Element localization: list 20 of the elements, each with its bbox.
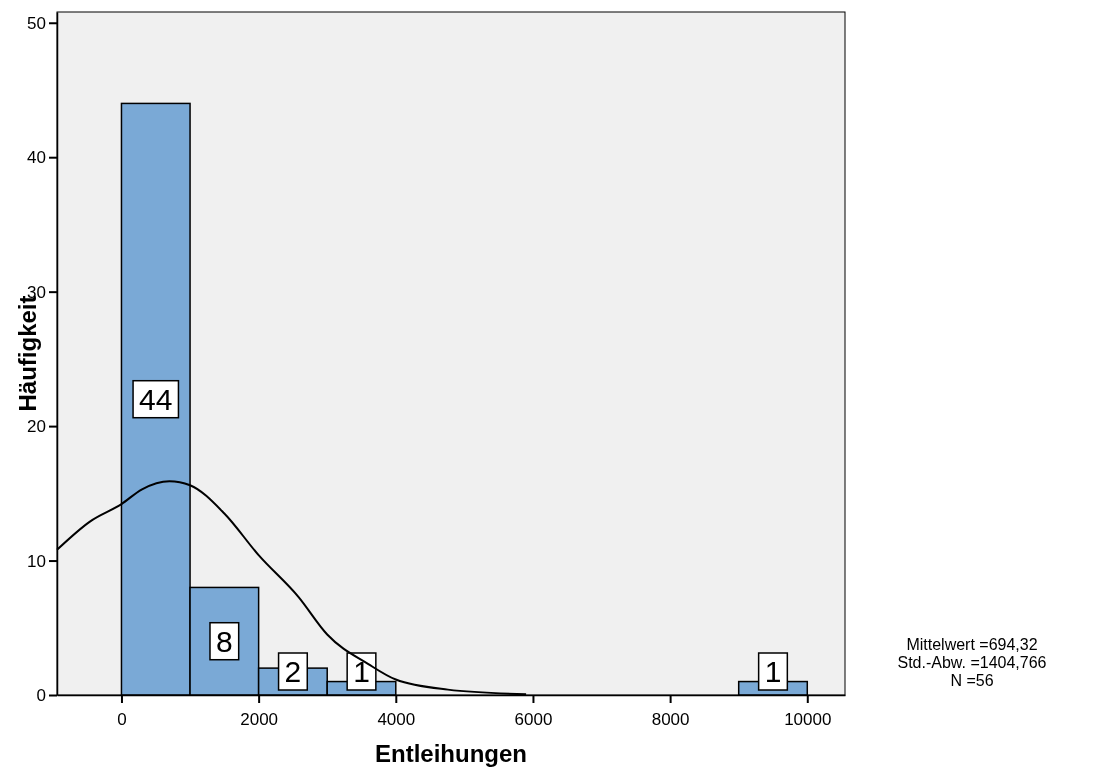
y-tick-label: 50 xyxy=(27,13,46,33)
text: N =56 xyxy=(950,672,994,689)
x-tick-label: 2000 xyxy=(240,709,279,729)
x-axis-title: Entleihungen xyxy=(375,740,527,767)
data-label: 44 xyxy=(139,382,173,416)
text: Mittelwert =694,32 xyxy=(906,636,1038,653)
data-label: 8 xyxy=(215,624,233,658)
x-tick-label: 4000 xyxy=(377,709,416,729)
y-tick-label: 0 xyxy=(36,685,46,705)
x-tick-label: 8000 xyxy=(651,709,690,729)
text: Std.-Abw. =1404,766 xyxy=(897,654,1047,671)
x-tick-label: 0 xyxy=(117,709,127,729)
data-label: 2 xyxy=(284,655,302,688)
y-tick-label: 40 xyxy=(27,148,46,168)
data-label: 1 xyxy=(764,655,782,688)
x-tick-label: 10000 xyxy=(784,709,832,729)
y-tick-label: 20 xyxy=(27,417,46,437)
data-label: 1 xyxy=(353,655,370,688)
y-tick-label: 10 xyxy=(27,551,46,571)
x-tick-label: 6000 xyxy=(514,709,553,729)
